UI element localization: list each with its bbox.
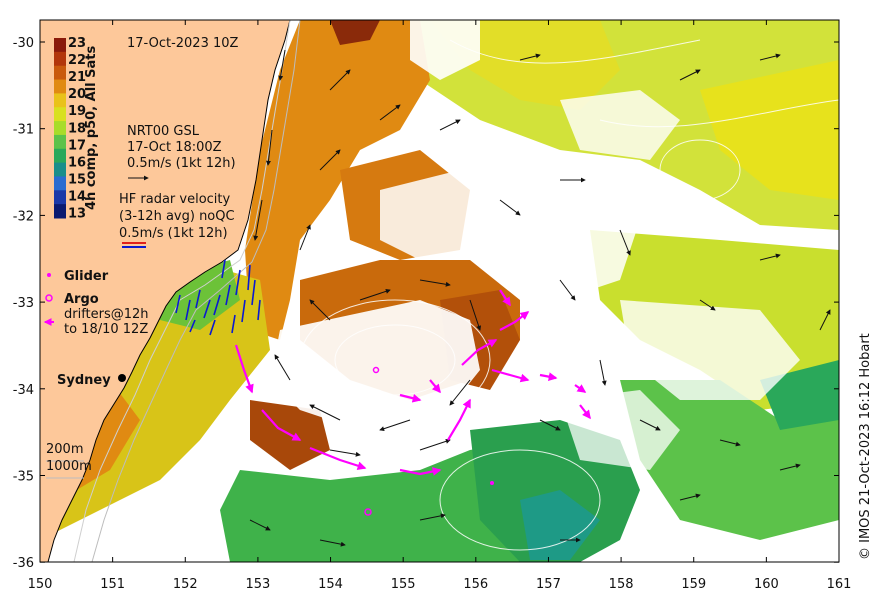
colorbar-swatch [54,162,66,177]
colorbar-swatch [54,190,66,205]
cloud-gap-top [410,20,480,80]
hf-radar-title: HF radar velocity [119,192,231,207]
colorbar-swatch [54,79,66,94]
y-tick-label: -32 [13,209,34,224]
y-tick-label: -35 [13,470,34,485]
isobath-200m [73,20,291,562]
x-tick-label: 155 [391,577,416,592]
colorbar-swatch [54,134,66,150]
x-tick-label: 152 [173,577,198,592]
drifters-legend-line1: drifters@12h [64,307,149,322]
colorbar-tick-label: 13 [68,207,86,222]
colorbar-tick-label: 20 [68,87,86,102]
glider-marker [490,481,494,485]
colorbar-tick-label: 23 [68,36,86,51]
gsl-scale: 0.5m/s (1kt 12h) [127,156,236,171]
drifter-tracks [234,289,591,476]
hf-radar-avg: (3-12h avg) noQC [119,209,235,224]
gsl-time: 17-Oct 18:00Z [127,140,222,155]
colorbar-tick-label: 14 [68,190,86,205]
cloud-gap-north [380,170,500,260]
x-tick-label: 156 [463,577,488,592]
land-australia [40,20,291,562]
image-credit: © IMOS 21-Oct-2023 16:12 Hobart [858,333,873,560]
colorbar-label: 4h comp, p50, All Sats [84,46,99,210]
gsl-title: NRT00 GSL [127,124,200,139]
sst-field-eac-core [245,20,430,340]
y-tick-label: -31 [13,123,34,138]
sst-field-east-patch [700,60,839,200]
glider-legend-label: Glider [64,269,109,284]
y-tick-label: -36 [13,556,34,571]
cloud-gap-eddy [270,300,480,430]
hf-radar-vectors [175,259,261,336]
x-tick-label: 160 [754,577,779,592]
colorbar-swatch [54,176,66,191]
x-tick-label: 150 [28,577,53,592]
argo-float-marker [372,366,380,374]
gsl-velocity-vectors [249,49,831,547]
x-tick-label: 154 [318,577,343,592]
y-tick-label: -33 [13,296,34,311]
x-tick-label: 161 [827,577,852,592]
x-tick-label: 158 [609,577,634,592]
colorbar-swatch [54,148,66,164]
colorbar-swatch [54,121,66,136]
y-tick-label: -30 [13,36,34,51]
x-tick-label: 157 [536,577,561,592]
map-frame-border [39,19,840,563]
x-tick-label: 159 [681,577,706,592]
cloud-gap-central [500,180,640,300]
x-axis: 150 151 152 153 154 155 156 157 158 159 160 161 [28,20,852,592]
colorbar-swatch [54,204,66,219]
sst-colorbar: 23 22 21 20 19 18 17 16 15 14 13 [54,36,86,222]
colorbar-swatch [54,38,66,53]
colorbar-tick-label: 15 [68,172,86,187]
sst-field-northern-hotspot [330,20,380,45]
colorbar-swatch [54,107,66,122]
colorbar-swatch [54,65,66,81]
glider-legend-icon [47,273,51,277]
sst-field-south-teal [520,490,600,560]
y-tick-label: -34 [13,383,34,398]
map-timestamp: 17-Oct-2023 10Z [127,36,239,51]
ssh-contours [299,39,839,551]
colorbar-tick-label: 17 [68,138,86,153]
isobath-1000m [91,20,301,562]
isobath-label-1000m: 1000m [46,459,92,474]
x-tick-label: 151 [100,577,125,592]
y-axis: -30 -31 -32 -33 -34 -35 -36 [13,36,839,571]
cloud-gap-east [620,300,800,400]
argo-legend-label: Argo [64,292,99,307]
cloud-gap-northeast [560,90,680,160]
drifters-legend-line2: to 18/10 12Z [64,322,148,337]
colorbar-swatch [54,93,66,108]
argo-float-marker [364,508,372,516]
map-plot-area [40,20,839,562]
colorbar-tick-label: 21 [68,70,86,85]
colorbar-tick-label: 16 [68,155,86,170]
city-label-sydney: Sydney [57,373,111,388]
colorbar-tick-label: 18 [68,121,86,136]
colorbar-swatch [54,51,66,67]
sydney-marker [118,374,126,382]
isobath-label-200m: 200m [46,442,83,457]
hf-radar-scale: 0.5m/s (1kt 12h) [119,226,228,241]
colorbar-tick-label: 22 [68,53,86,68]
argo-legend-icon [45,294,53,302]
colorbar-tick-label: 19 [68,104,86,119]
x-tick-label: 153 [245,577,270,592]
